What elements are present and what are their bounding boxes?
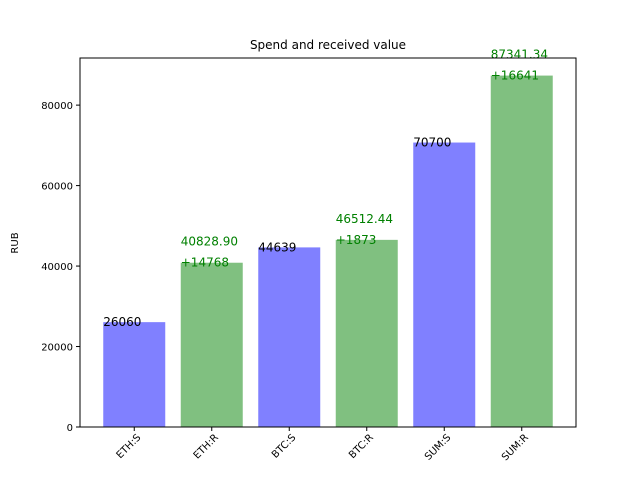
x-tick-label: ETH:S: [115, 432, 144, 461]
y-tick-label: 0: [67, 423, 73, 434]
bar-value-label: +1873: [336, 233, 377, 247]
bar-btc-r: [335, 239, 398, 427]
y-tick-label: 60000: [41, 182, 73, 193]
bar-value-label: +16641: [491, 69, 539, 83]
chart-title: Spend and received value: [250, 38, 406, 52]
y-tick-label: 20000: [41, 343, 73, 354]
x-tick-label: SUM:R: [500, 432, 531, 463]
bar-value-label: 40828.90: [181, 235, 238, 249]
x-tick-label: BTC:S: [270, 432, 298, 460]
y-axis-label: RUB: [10, 232, 21, 253]
y-tick-label: 40000: [41, 262, 73, 273]
y-axis-ticks: 0 20000 40000 60000 80000: [41, 101, 80, 434]
y-tick-label: 80000: [41, 101, 73, 112]
bar-btc-s: [258, 247, 321, 427]
bar-value-label: +14768: [181, 256, 229, 270]
bar-value-label: 44639: [258, 240, 296, 254]
x-tick-label: ETH:R: [192, 432, 221, 461]
bar-labels-group: 26060 40828.90 +14768 44639 46512.44 +1873 707…: [103, 48, 548, 330]
bar-sum-s: [413, 142, 476, 427]
bar-sum-r: [490, 75, 553, 428]
x-tick-label: SUM:S: [423, 432, 453, 462]
bar-eth-s: [103, 322, 166, 427]
x-axis-ticks: ETH:S ETH:R BTC:S BTC:R SUM:S SUM:R: [115, 427, 531, 463]
bar-value-label: 26060: [103, 315, 141, 329]
bar-value-label: 87341.34: [491, 48, 548, 62]
bar-value-label: 46512.44: [336, 212, 393, 226]
bar-eth-r: [180, 262, 243, 427]
plot-frame: [79, 57, 577, 428]
bars-group: [103, 75, 553, 428]
x-tick-label: BTC:R: [347, 432, 376, 461]
bar-value-label: 70700: [413, 136, 451, 150]
